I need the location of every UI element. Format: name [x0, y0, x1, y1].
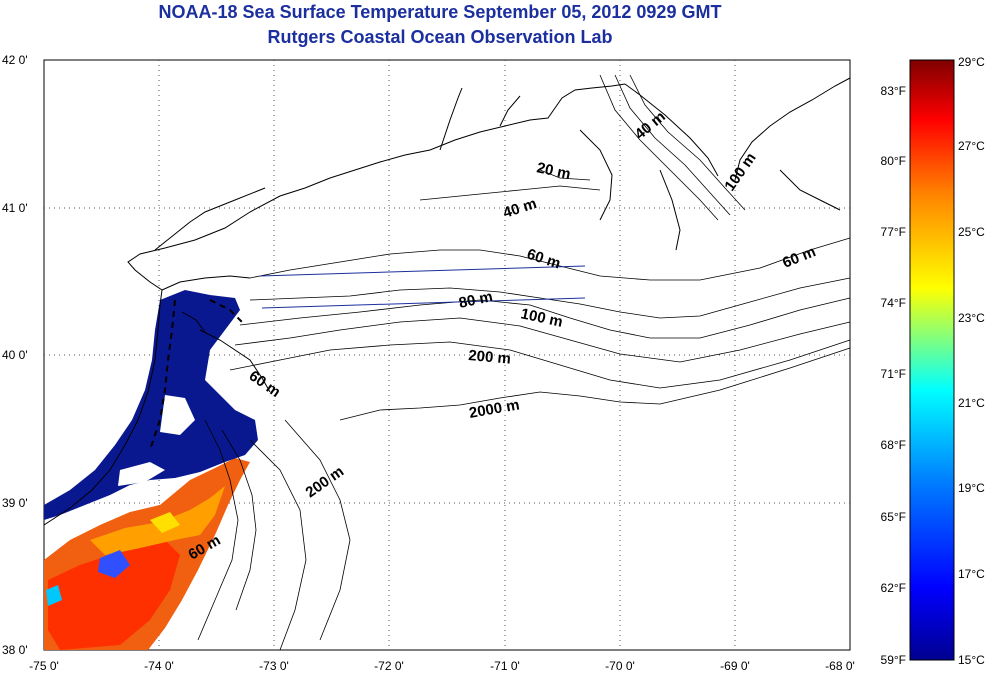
lat-tick-label: 38 0': [2, 643, 28, 657]
colorbar: [909, 59, 955, 661]
colorbar-f-label: 68°F: [881, 438, 906, 452]
sst-warm-core: [48, 540, 180, 650]
map-title: NOAA-18 Sea Surface Temperature Septembe…: [158, 2, 722, 22]
colorbar-f-label: 59°F: [881, 653, 906, 667]
dashed-track: [149, 299, 176, 451]
colorbar-c-label: 19°C: [958, 481, 985, 495]
colorbar-c-label: 27°C: [958, 139, 985, 153]
lon-ticks: -75 0' -74 0' -73 0' -72 0' -71 0' -70 0…: [29, 659, 855, 673]
isobath-label: 80 m: [457, 288, 494, 312]
colorbar-c-label: 29°C: [958, 55, 985, 69]
lon-tick-label: -69 0': [720, 659, 750, 673]
dashed-track-2: [209, 299, 246, 326]
colorbar-f-label: 71°F: [881, 367, 906, 381]
lon-tick-label: -75 0': [29, 659, 59, 673]
colorbar-f-label: 74°F: [881, 296, 906, 310]
lat-tick-label: 39 0': [2, 496, 28, 510]
colorbar-c-label: 23°C: [958, 311, 985, 325]
transect-lines: [259, 265, 586, 309]
colorbar-fahrenheit-labels: 83°F 80°F 77°F 74°F 71°F 68°F 65°F 62°F …: [881, 84, 906, 667]
lat-tick-label: 42 0': [2, 53, 28, 67]
colorbar-c-label: 25°C: [958, 225, 985, 239]
isobath-contours: [197, 74, 851, 651]
sst-cyan-spot: [46, 585, 62, 606]
sst-yellow-spot: [150, 512, 180, 533]
colorbar-f-label: 62°F: [881, 581, 906, 595]
colorbar-f-label: 65°F: [881, 510, 906, 524]
sst-cool-spot: [98, 550, 130, 578]
sst-orange-band: [90, 486, 225, 555]
colorbar-celsius-labels: 29°C 27°C 25°C 23°C 21°C 19°C 17°C 15°C: [958, 55, 985, 667]
lat-tick-label: 40 0': [2, 348, 28, 362]
colorbar-f-label: 80°F: [881, 154, 906, 168]
colorbar-c-label: 15°C: [958, 653, 985, 667]
isobath-label: 20 m: [535, 159, 572, 183]
lon-tick-label: -73 0': [259, 659, 289, 673]
sst-white-gap-2: [118, 462, 165, 486]
lat-ticks: 42 0' 41 0' 40 0' 39 0' 38 0': [2, 53, 28, 657]
lon-tick-label: -70 0': [605, 659, 635, 673]
colorbar-c-label: 21°C: [958, 396, 985, 410]
sst-white-gap: [160, 395, 195, 435]
lat-tick-label: 41 0': [2, 201, 28, 215]
lon-tick-label: -74 0': [144, 659, 174, 673]
lon-tick-label: -68 0': [825, 659, 855, 673]
map-subtitle: Rutgers Coastal Ocean Observation Lab: [267, 27, 613, 47]
sst-cold-region: [44, 290, 258, 520]
colorbar-c-label: 17°C: [958, 567, 985, 581]
lon-tick-label: -71 0': [490, 659, 520, 673]
lon-tick-label: -72 0': [374, 659, 404, 673]
coastline: [43, 77, 851, 526]
isobath-label: 200 m: [468, 347, 512, 368]
colorbar-f-label: 77°F: [881, 225, 906, 239]
colorbar-f-label: 83°F: [881, 84, 906, 98]
